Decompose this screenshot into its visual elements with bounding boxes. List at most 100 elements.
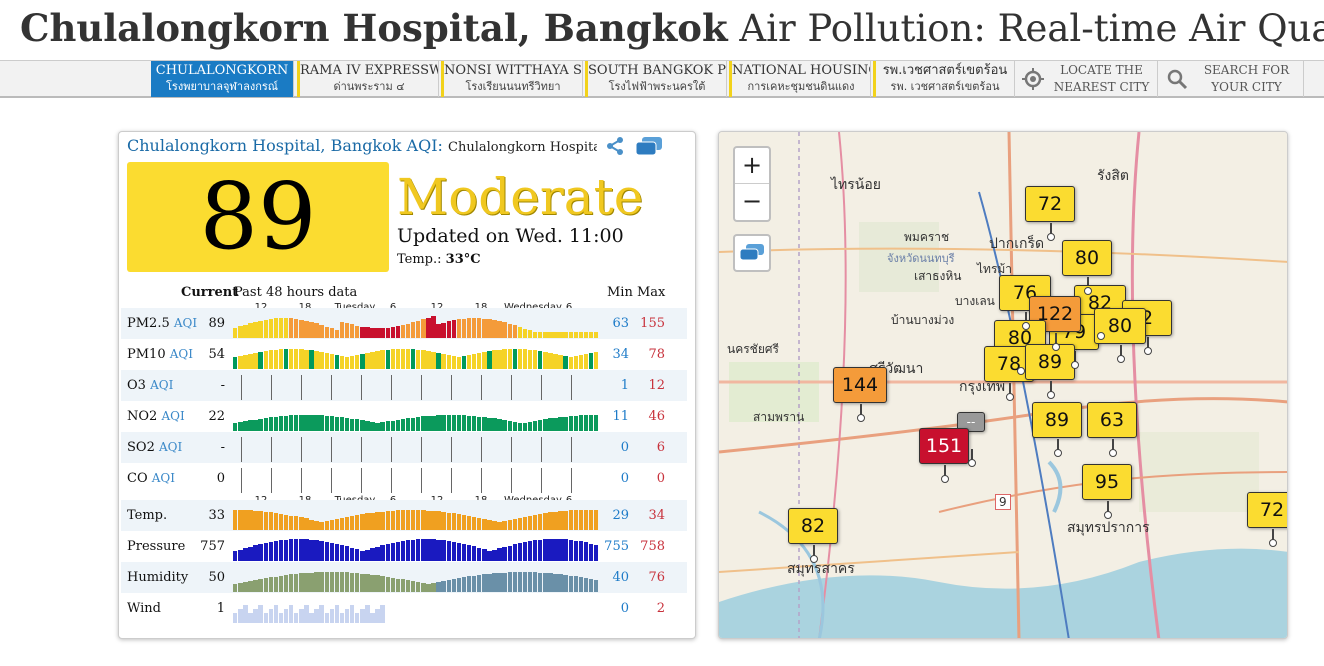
nav-station-nonsi[interactable]: NONSI WITTHAYA SCHOOL โรงเรียนนนทรีวิทยา	[441, 61, 583, 97]
history-bar	[451, 415, 457, 431]
aqi-marker[interactable]: 80	[1062, 240, 1112, 295]
history-bar	[543, 539, 548, 561]
history-bar	[334, 543, 340, 561]
history-bar	[548, 418, 553, 431]
history-bar	[446, 512, 451, 530]
history-bar	[349, 418, 355, 431]
history-bar	[294, 573, 299, 592]
aqi-map[interactable]: + − ไทรน้อย รังสิต ปากเกร็ด พมคราช จังหว…	[718, 131, 1288, 639]
aqi-marker[interactable]: 63	[1087, 402, 1137, 457]
road-number: 9	[995, 494, 1011, 510]
history-bar	[309, 519, 314, 530]
history-bar	[349, 324, 355, 338]
history-bar	[431, 315, 436, 338]
aqi-value: 89	[199, 163, 317, 270]
history-bar	[522, 349, 528, 369]
history-bar	[436, 415, 441, 431]
history-bar	[360, 609, 365, 623]
pollutant-name: CO AQI	[127, 471, 175, 486]
history-bar	[258, 351, 263, 369]
history-bar	[416, 510, 421, 530]
messages-icon[interactable]	[635, 136, 663, 158]
history-bar	[288, 318, 294, 338]
history-bar	[283, 514, 289, 530]
history-bar	[431, 510, 436, 530]
history-bar	[471, 516, 477, 530]
map-label: ปากเกร็ด	[989, 236, 1045, 252]
aqi-marker[interactable]: 95	[1082, 464, 1132, 519]
history-bar	[466, 544, 472, 561]
search-city-button[interactable]: SEARCH FOR YOUR CITY	[1160, 61, 1304, 97]
pollutant-row: Humidity 50 40 76	[121, 562, 687, 593]
nav-station-national-housing[interactable]: NATIONAL HOUSING การเคหะชุมชนดินแดง	[729, 61, 871, 97]
history-bar	[243, 421, 248, 431]
history-bar	[471, 318, 477, 338]
history-bar	[385, 349, 390, 369]
history-bar	[492, 573, 497, 592]
nav-station-south-bangkok[interactable]: SOUTH BANGKOK POWER โรงไฟฟ้าพระนครใต้	[585, 61, 727, 97]
zoom-in-button[interactable]: +	[735, 148, 769, 184]
history-bar	[238, 510, 243, 530]
aqi-marker[interactable]: 72	[1247, 492, 1287, 547]
history-bar	[451, 541, 457, 561]
nav-station-chulalongkorn[interactable]: CHULALONGKORN โรงพยาบาลจุฬาลงกรณ์	[151, 61, 294, 97]
temp-value: 33°C	[445, 252, 481, 267]
aqi-marker[interactable]: 144	[833, 367, 887, 422]
history-bar	[309, 613, 314, 623]
col-past: Past 48 hours data	[234, 285, 358, 300]
pollutant-label: O3	[127, 378, 146, 393]
share-icon[interactable]	[605, 136, 625, 156]
history-bar	[471, 416, 477, 431]
history-bar	[431, 351, 436, 369]
current-value: 1	[216, 601, 225, 616]
aqi-marker[interactable]: 151	[919, 428, 969, 483]
history-bar	[294, 516, 299, 530]
aqi-marker[interactable]: 82	[788, 508, 838, 563]
history-bar	[477, 318, 482, 338]
history-bar	[538, 420, 543, 431]
history-bar	[380, 576, 385, 592]
aqi-marker[interactable]: 89	[1025, 344, 1075, 399]
history-bar	[360, 326, 365, 338]
aqi-marker[interactable]: 89	[1032, 402, 1082, 457]
history-bar	[593, 544, 599, 561]
history-bar	[563, 332, 568, 338]
history-bar	[578, 510, 584, 530]
history-bar	[339, 321, 345, 338]
station-title-link[interactable]: Chulalongkorn Hospital, Bangkok AQI	[127, 136, 438, 155]
history-bar	[248, 353, 253, 369]
pollutant-row: NO2 AQI 22 11 46	[121, 401, 687, 432]
station-navbar: CHULALONGKORN โรงพยาบาลจุฬาลงกรณ์ RAMA I…	[0, 60, 1324, 98]
history-bar	[426, 539, 431, 561]
history-bar	[482, 417, 487, 431]
history-bar	[385, 327, 390, 338]
history-bar	[527, 572, 533, 592]
history-bar	[532, 540, 538, 561]
nav-station-thai: โรงพยาบาลจุฬาลงกรณ์	[166, 80, 278, 93]
history-bar	[573, 540, 579, 561]
history-bar	[466, 576, 472, 592]
history-bar	[522, 328, 528, 338]
history-bar	[314, 572, 319, 592]
nav-station-tropical-hospital[interactable]: รพ.เวชศาสตร์เขตร้อน รพ. เวชศาสตร์เขตร้อน	[873, 61, 1015, 97]
history-bar	[294, 539, 299, 561]
history-bar	[512, 544, 518, 561]
history-bar	[588, 578, 594, 592]
history-bar	[558, 417, 563, 431]
nav-station-rama4[interactable]: RAMA IV EXPRESSWAY ด่านพระราม ๔	[297, 61, 439, 97]
current-value: -	[220, 440, 225, 455]
locate-label: LOCATE THE NEAREST CITY	[1053, 63, 1150, 94]
history-bar	[405, 540, 411, 561]
history-bar	[502, 322, 507, 338]
min-value: 63	[612, 316, 629, 331]
history-bar	[502, 349, 507, 369]
history-bar	[416, 416, 421, 431]
history-bar	[233, 423, 238, 431]
history-bar	[517, 572, 523, 592]
aqi-marker[interactable]: 72	[1025, 186, 1075, 241]
locate-nearest-city-button[interactable]: LOCATE THE NEAREST CITY	[1016, 61, 1158, 97]
history-bar	[263, 319, 268, 338]
layers-button[interactable]	[733, 234, 771, 272]
aqi-marker[interactable]: --	[957, 412, 985, 467]
zoom-out-button[interactable]: −	[741, 187, 763, 215]
